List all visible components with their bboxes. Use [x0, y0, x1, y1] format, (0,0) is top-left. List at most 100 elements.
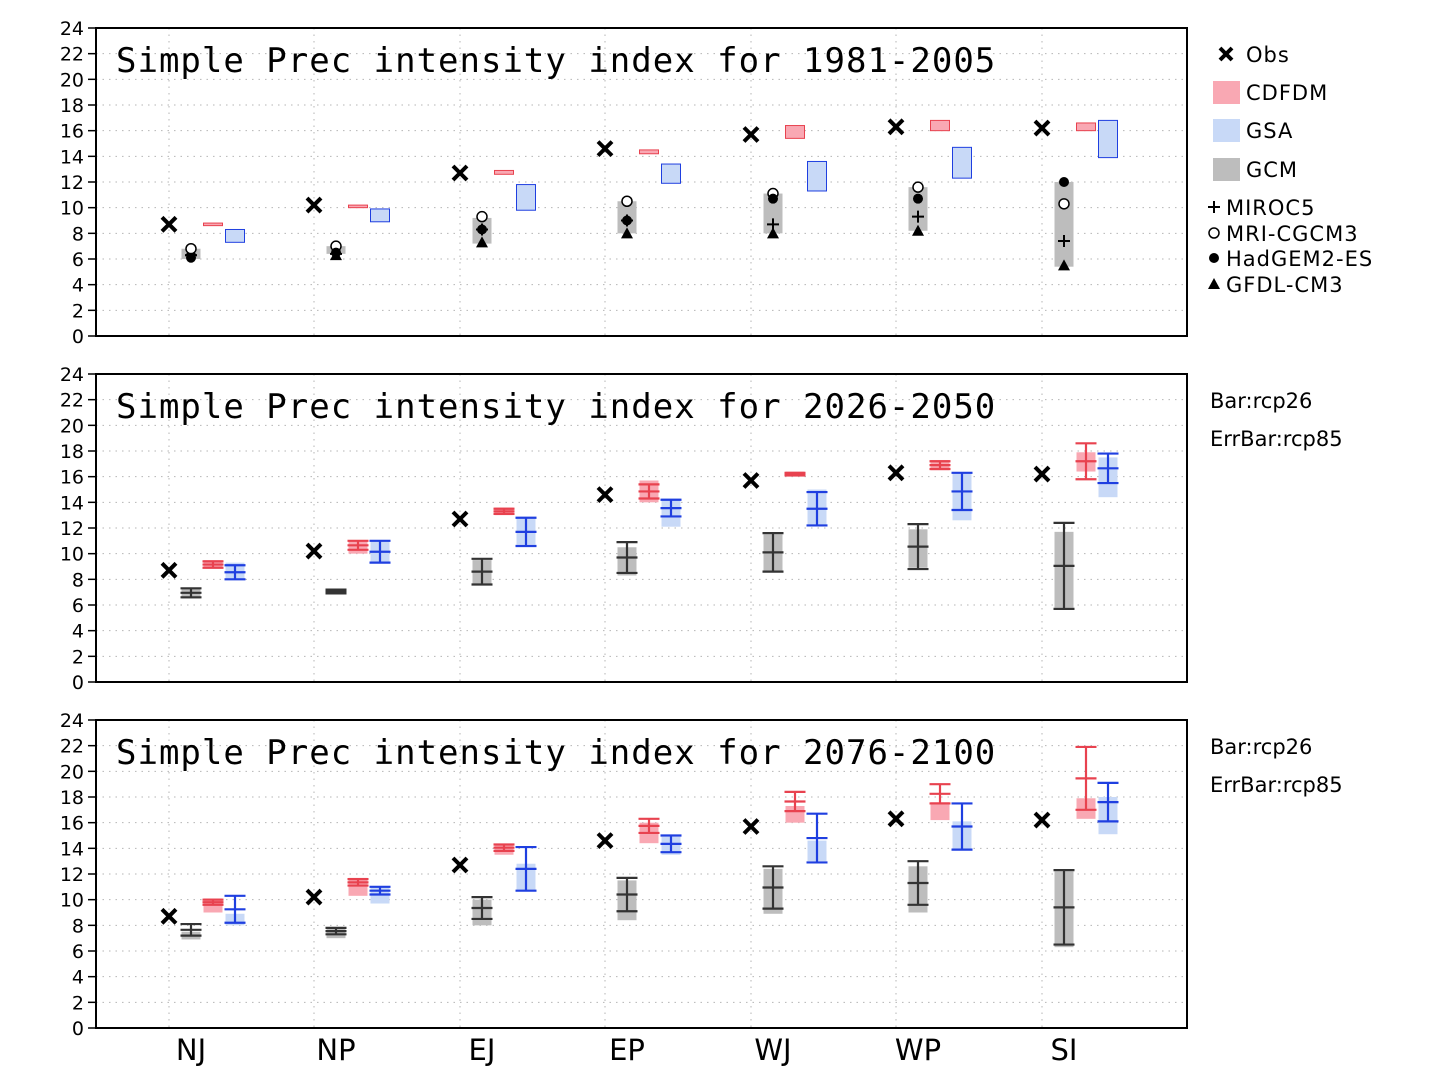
legend: Obs CDFDM GSA GCM MIROC5 MRI-CGCM3 HadGE…: [1208, 43, 1373, 297]
cdfdm-errbar-ep: [638, 483, 660, 500]
panel2-bar-label: Bar:rcp26: [1210, 389, 1312, 413]
model-hadgem-marker: [331, 247, 341, 258]
x-category-label: EP: [609, 1033, 645, 1067]
x-category-label: WP: [895, 1033, 941, 1067]
cdfdm-bar-ej: [494, 169, 514, 175]
legend-gcm-swatch: [1213, 158, 1240, 181]
model-miroc-marker: [1058, 235, 1070, 248]
model-hadgem-marker: [1059, 177, 1069, 187]
gcm-errbar-wp: [907, 523, 929, 571]
x-category-label: SI: [1051, 1033, 1078, 1067]
y-tick-label: 12: [60, 518, 84, 540]
obs-marker-np: [305, 196, 323, 214]
model-hadgem-marker: [477, 224, 487, 235]
y-tick-label: 18: [60, 441, 84, 463]
gcm-errbar-np: [325, 588, 347, 595]
gsa-bar-nj: [225, 228, 245, 243]
cdfdm-errbar-ep: [638, 817, 660, 835]
cdfdm-errbar-nj: [202, 560, 224, 569]
y-tick-label: 4: [72, 621, 84, 643]
model-hadgem-marker: [913, 193, 923, 204]
legend-cdfdm-swatch: [1213, 81, 1240, 104]
legend-hadgem-marker: [1209, 253, 1219, 263]
panel3-errbar-label: ErrBar:rcp85: [1210, 773, 1343, 797]
gsa-errbar-np: [369, 885, 391, 896]
y-tick-label: 2: [72, 646, 84, 668]
legend-gsa-swatch: [1213, 119, 1240, 142]
obs-marker-nj: [160, 907, 178, 925]
y-tick-label: 12: [60, 172, 84, 194]
cdfdm-errbar-si: [1075, 442, 1097, 481]
y-tick-label: 6: [72, 941, 84, 963]
y-tick-label: 4: [72, 275, 84, 297]
model-gfdl-marker: [767, 227, 779, 239]
y-tick-label: 20: [60, 761, 84, 783]
gcm-errbar-nj: [180, 587, 202, 599]
y-tick-label: 6: [72, 249, 84, 271]
legend-miroc-marker: [1208, 201, 1220, 213]
y-tick-label: 14: [60, 492, 84, 514]
obs-marker-wj: [742, 818, 760, 835]
gsa-errbar-si: [1097, 452, 1119, 485]
model-hadgem-marker: [768, 193, 778, 204]
legend-obs-label: Obs: [1246, 43, 1290, 67]
model-mri-marker: [1058, 198, 1070, 210]
cdfdm-bar-np: [348, 204, 368, 209]
cdfdm-errbar-wj: [784, 790, 806, 813]
legend-model-hadgem-label: HadGEM2-ES: [1226, 247, 1373, 271]
y-tick-label: 10: [60, 544, 84, 566]
gcm-bar-si: [1054, 182, 1074, 267]
gcm-errbar-ej: [471, 557, 493, 586]
x-category-label: NJ: [176, 1033, 206, 1067]
gcm-errbar-ep: [616, 541, 638, 575]
legend-model-gfdl-label: GFDL-CM3: [1226, 273, 1344, 297]
legend-cdfdm-label: CDFDM: [1246, 81, 1328, 105]
y-tick-label: 18: [60, 787, 84, 809]
y-tick-label: 10: [60, 890, 84, 912]
model-hadgem-marker: [622, 215, 632, 226]
y-tick-label: 8: [72, 223, 84, 245]
gsa-bar-np: [370, 208, 390, 223]
y-tick-label: 24: [60, 364, 84, 386]
obs-marker-ep: [596, 486, 614, 504]
gcm-errbar-si: [1053, 521, 1075, 610]
obs-marker-ej: [451, 164, 469, 182]
model-mri-marker: [185, 242, 197, 255]
gcm-errbar-nj: [180, 922, 202, 937]
x-category-label: EJ: [469, 1033, 496, 1067]
gsa-errbar-ep: [660, 498, 682, 518]
gsa-errbar-wj: [806, 812, 828, 864]
y-tick-label: 12: [60, 864, 84, 886]
y-tick-label: 8: [72, 915, 84, 937]
y-tick-label: 14: [60, 146, 84, 168]
y-tick-label: 16: [60, 813, 84, 835]
cdfdm-errbar-si: [1075, 745, 1097, 811]
gsa-bar-ep: [661, 163, 681, 184]
gsa-bar-ej: [516, 184, 536, 211]
gcm-errbar-wj: [762, 532, 784, 573]
panel-title: Simple Prec intensity index for 1981-200…: [116, 41, 996, 81]
model-mri-marker: [476, 210, 488, 223]
gcm-errbar-ej: [471, 896, 493, 921]
cdfdm-errbar-np: [347, 539, 369, 551]
gsa-bar-wj: [807, 160, 827, 192]
obs-marker-ej: [451, 510, 469, 528]
obs-marker-nj: [160, 561, 178, 579]
cdfdm-bar-wj: [785, 125, 805, 139]
y-tick-label: 0: [72, 672, 84, 694]
gsa-errbar-nj: [224, 894, 246, 924]
gcm-errbar-wp: [907, 860, 929, 906]
cdfdm-errbar-np: [347, 878, 369, 887]
model-miroc-marker: [912, 210, 924, 223]
y-tick-label: 22: [60, 736, 84, 758]
panel-title: Simple Prec intensity index for 2026-205…: [116, 387, 996, 427]
y-tick-label: 22: [60, 44, 84, 66]
panel3-bar-label: Bar:rcp26: [1210, 735, 1312, 759]
legend-mri-marker: [1208, 227, 1220, 239]
y-tick-label: 2: [72, 300, 84, 322]
